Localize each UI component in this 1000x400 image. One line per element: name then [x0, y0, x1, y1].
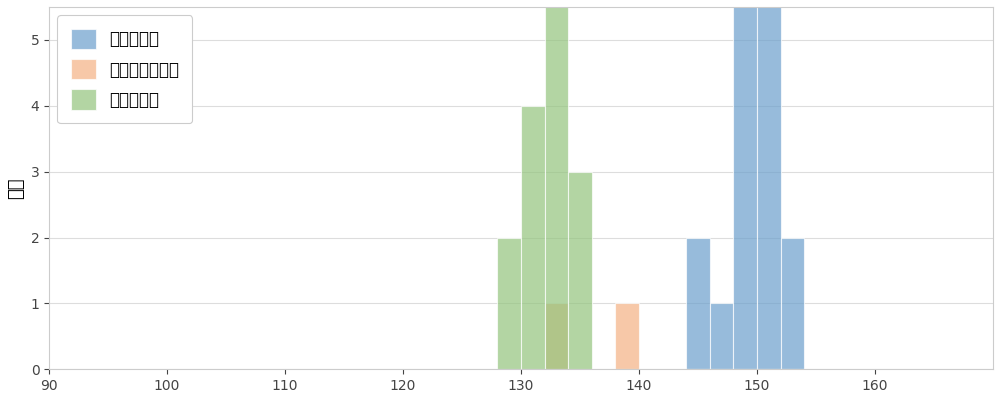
Bar	[710, 304, 733, 369]
Bar	[545, 0, 568, 369]
Y-axis label: 球数: 球数	[7, 177, 25, 199]
Bar	[615, 304, 639, 369]
Bar	[521, 106, 545, 369]
Bar	[757, 0, 781, 369]
Bar	[686, 238, 710, 369]
Bar	[781, 238, 804, 369]
Bar	[497, 238, 521, 369]
Bar	[568, 172, 592, 369]
Bar	[733, 0, 757, 369]
Legend: ストレート, チェンジアップ, スライダー: ストレート, チェンジアップ, スライダー	[57, 15, 192, 123]
Bar	[545, 304, 568, 369]
